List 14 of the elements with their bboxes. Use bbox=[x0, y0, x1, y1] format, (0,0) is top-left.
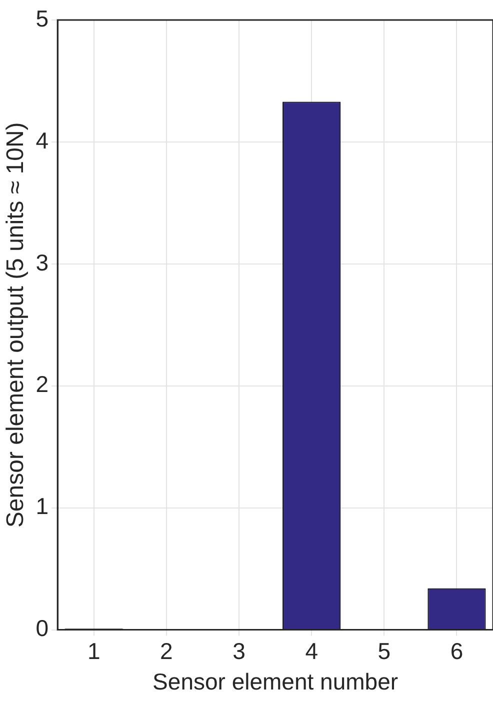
y-tick-label: 1 bbox=[36, 493, 49, 520]
y-tick-label: 5 bbox=[36, 5, 49, 32]
y-tick-label: 3 bbox=[36, 249, 49, 276]
y-tick-label: 0 bbox=[36, 615, 49, 642]
x-axis-title: Sensor element number bbox=[152, 668, 398, 695]
y-tick-label: 2 bbox=[36, 371, 49, 398]
x-tick-label: 3 bbox=[232, 638, 246, 664]
y-axis-title: Sensor element output (5 units ≈ 10N) bbox=[2, 122, 30, 528]
x-tick-label: 4 bbox=[305, 638, 318, 664]
y-tick-label: 4 bbox=[36, 127, 49, 154]
x-tick-label: 2 bbox=[160, 638, 173, 664]
x-tick-label: 5 bbox=[378, 638, 391, 664]
x-tick-label: 1 bbox=[87, 638, 100, 664]
x-tick-label: 6 bbox=[450, 638, 464, 664]
